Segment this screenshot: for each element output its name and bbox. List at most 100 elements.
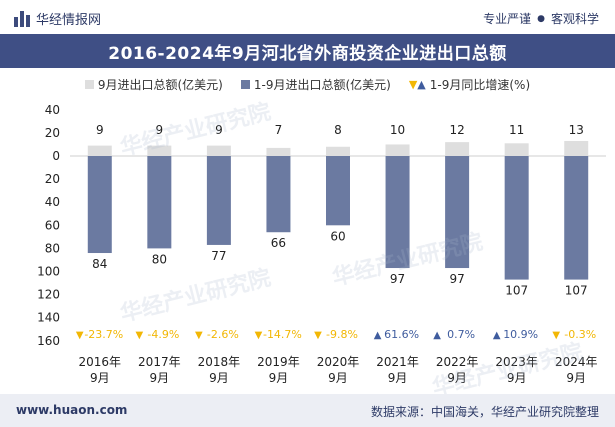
ytd-bar: [266, 156, 291, 233]
x-tick-label-month: 9月: [447, 371, 467, 385]
website-link[interactable]: www.huaon.com: [16, 403, 128, 417]
brand-logo: 华经情报网: [14, 9, 101, 28]
growth-value-label: 61.6%: [384, 328, 419, 341]
legend-swatch-monthly: [84, 80, 94, 89]
ytd-value-label: 60: [330, 229, 345, 243]
ytd-value-label: 97: [449, 272, 464, 286]
x-tick-label: 2021年: [376, 355, 419, 369]
growth-down-icon: ▼: [135, 330, 143, 341]
data-source: 数据来源：中国海关，华经产业研究院整理: [370, 405, 599, 419]
y-tick-label: 40: [45, 195, 60, 209]
y-tick-label: 80: [45, 241, 60, 255]
ytd-value-label: 97: [390, 272, 405, 286]
monthly-bar: [504, 143, 529, 156]
monthly-bar: [206, 145, 231, 156]
x-tick-label: 2023年: [495, 355, 538, 369]
ytd-value-label: 107: [565, 284, 588, 298]
y-tick-label: 40: [45, 103, 60, 117]
ytd-value-label: 77: [211, 249, 226, 263]
x-tick-label: 2016年: [79, 355, 122, 369]
x-tick-label-month: 9月: [566, 371, 586, 385]
x-tick-label-month: 9月: [209, 371, 229, 385]
y-tick-label: 100: [37, 265, 60, 279]
chart-legend: 9月进出口总额(亿美元) 1-9月进出口总额(亿美元) ▼▲ 1-9月同比增速(…: [0, 76, 615, 93]
monthly-value-label: 9: [96, 123, 104, 137]
ytd-bar: [147, 156, 172, 249]
growth-value-label: 10.9%: [503, 328, 538, 341]
x-tick-label-month: 9月: [507, 371, 527, 385]
monthly-bar: [445, 142, 470, 156]
monthly-value-label: 12: [449, 123, 464, 137]
y-tick-label: 60: [45, 218, 60, 232]
logo-text: 华经情报网: [36, 13, 102, 28]
monthly-value-label: 7: [275, 123, 283, 137]
x-tick-label-month: 9月: [388, 371, 408, 385]
y-tick-label: 0: [52, 149, 60, 163]
monthly-value-label: 9: [156, 123, 164, 137]
slogan-1: 专业严谨: [483, 12, 532, 26]
growth-up-icon: ▲: [374, 330, 382, 341]
growth-down-icon: ▼: [314, 330, 322, 341]
slogan: 专业严谨 ● 客观科学: [483, 10, 599, 27]
title-bar: 2016-2024年9月河北省外商投资企业进出口总额: [0, 34, 615, 68]
footer: www.huaon.com 数据来源：中国海关，华经产业研究院整理: [0, 394, 615, 427]
growth-up-icon: ▲: [433, 330, 441, 341]
dot-icon: ●: [537, 13, 545, 24]
ytd-bar: [326, 156, 350, 226]
x-tick-label-month: 9月: [150, 371, 170, 385]
monthly-bar: [87, 145, 112, 156]
growth-value-label: 0.7%: [447, 328, 475, 341]
triangle-legend-icon: ▼▲: [408, 78, 426, 91]
monthly-bar: [564, 140, 589, 156]
x-tick-label: 2020年: [317, 355, 360, 369]
legend-item-monthly: 9月进出口总额(亿美元): [84, 76, 223, 93]
y-tick-label: 160: [37, 334, 60, 348]
monthly-value-label: 11: [509, 123, 524, 137]
monthly-value-label: 10: [390, 123, 405, 137]
monthly-value-label: 13: [569, 123, 584, 137]
x-tick-label: 2024年: [555, 355, 598, 369]
legend-label-ytd: 1-9月进出口总额(亿美元): [253, 78, 391, 92]
growth-value-label: -14.7%: [263, 328, 302, 341]
logo-icon: [14, 10, 30, 27]
slogan-2: 客观科学: [550, 12, 599, 26]
ytd-bar: [564, 156, 589, 280]
growth-value-label: -4.9%: [147, 328, 179, 341]
x-tick-label: 2018年: [198, 355, 241, 369]
y-tick-label: 20: [45, 126, 60, 140]
ytd-bar: [87, 156, 112, 254]
ytd-bar: [445, 156, 470, 269]
monthly-bar: [385, 144, 410, 156]
growth-value-label: -23.7%: [84, 328, 123, 341]
legend-label-monthly: 9月进出口总额(亿美元): [97, 78, 223, 92]
ytd-value-label: 84: [92, 257, 107, 271]
y-tick-label: 120: [37, 288, 60, 302]
growth-down-icon: ▼: [76, 330, 84, 341]
top-bar: 华经情报网 专业严谨 ● 客观科学: [0, 0, 615, 34]
monthly-bar: [147, 145, 172, 156]
y-tick-label: 140: [37, 311, 60, 325]
growth-up-icon: ▲: [493, 330, 501, 341]
x-tick-label: 2022年: [436, 355, 479, 369]
ytd-value-label: 66: [271, 236, 286, 250]
growth-down-icon: ▼: [195, 330, 203, 341]
y-tick-label: 20: [45, 172, 60, 186]
growth-value-label: -2.6%: [207, 328, 239, 341]
legend-item-ytd: 1-9月进出口总额(亿美元): [240, 76, 391, 93]
monthly-bar: [326, 146, 350, 156]
legend-swatch-ytd: [240, 80, 250, 89]
ytd-value-label: 107: [505, 284, 528, 298]
x-tick-label: 2017年: [138, 355, 181, 369]
monthly-value-label: 9: [215, 123, 223, 137]
monthly-value-label: 8: [334, 123, 342, 137]
monthly-bar: [266, 147, 291, 156]
x-tick-label: 2019年: [257, 355, 300, 369]
growth-down-icon: ▼: [255, 330, 263, 341]
growth-down-icon: ▼: [552, 330, 560, 341]
ytd-value-label: 80: [152, 252, 167, 266]
x-tick-label-month: 9月: [269, 371, 289, 385]
growth-value-label: -9.8%: [326, 328, 358, 341]
ytd-bar: [385, 156, 410, 269]
ytd-bar: [504, 156, 529, 280]
